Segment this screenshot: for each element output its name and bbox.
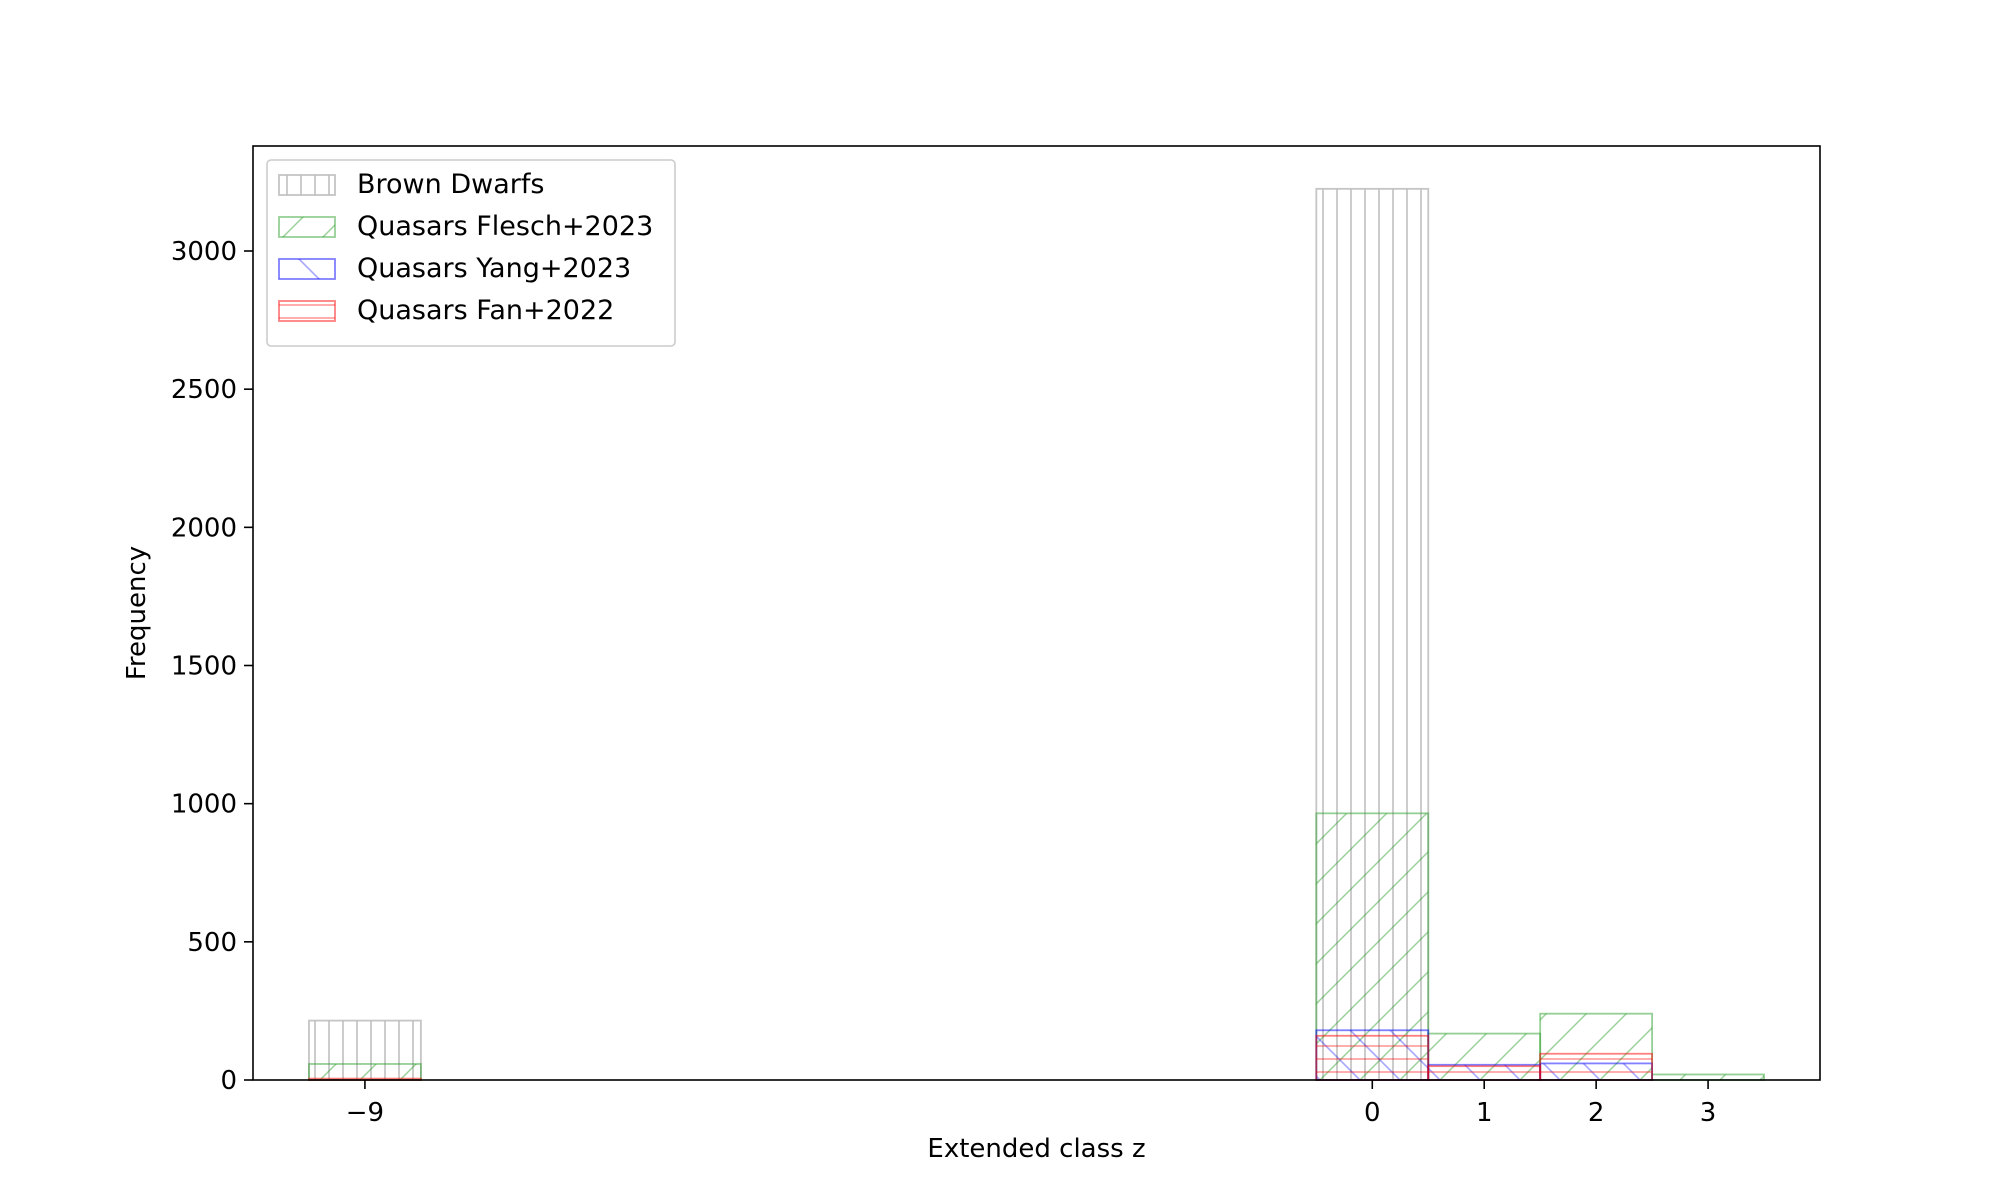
x-tick-label: 2 — [1588, 1098, 1605, 1128]
series-3 — [308, 1034, 1654, 1081]
legend-label: Quasars Fan+2022 — [357, 295, 614, 326]
legend-swatch — [278, 300, 336, 322]
x-axis-ticks: −9 0 1 2 3 — [346, 1080, 1717, 1128]
bar — [1315, 1034, 1430, 1081]
legend-item: Brown Dwarfs — [278, 169, 544, 200]
y-tick-label: 1000 — [171, 790, 237, 820]
x-tick-label: 3 — [1700, 1098, 1717, 1128]
x-axis-title: Extended class z — [927, 1134, 1145, 1164]
y-tick-label: 2000 — [171, 513, 237, 543]
legend: Brown Dwarfs Quasars Flesch+2023 Quasars Y… — [266, 159, 676, 347]
legend-item: Quasars Yang+2023 — [278, 253, 631, 284]
histogram-bars — [308, 187, 1765, 1081]
legend-label: Quasars Flesch+2023 — [357, 211, 653, 242]
x-tick-label: 1 — [1476, 1098, 1493, 1128]
x-tick-label: 0 — [1364, 1098, 1381, 1128]
y-tick-label: 3000 — [171, 237, 237, 267]
y-axis-title: Frequency — [122, 546, 152, 680]
y-tick-label: 1500 — [171, 652, 237, 682]
legend-label: Quasars Yang+2023 — [357, 253, 631, 284]
legend-swatch — [278, 216, 336, 238]
bar — [1539, 1052, 1654, 1081]
y-tick-label: 0 — [220, 1066, 237, 1096]
legend-swatch — [278, 174, 336, 196]
series-1 — [308, 812, 1765, 1081]
legend-box — [266, 159, 676, 347]
legend-label: Brown Dwarfs — [357, 169, 544, 200]
bar — [1427, 1065, 1542, 1081]
legend-item: Quasars Fan+2022 — [278, 295, 614, 326]
bar — [308, 1063, 422, 1081]
legend-items: Brown Dwarfs Quasars Flesch+2023 Quasars Y… — [278, 169, 653, 326]
y-axis-ticks: 0 500 1000 1500 2000 2500 3000 — [171, 237, 253, 1096]
plot-area-frame — [252, 145, 1821, 1081]
y-tick-label: 2500 — [171, 375, 237, 405]
legend-swatch — [278, 258, 336, 280]
x-tick-label: −9 — [346, 1098, 384, 1128]
y-tick-label: 500 — [187, 928, 237, 958]
legend-item: Quasars Flesch+2023 — [278, 211, 653, 242]
bar — [1651, 1073, 1765, 1081]
